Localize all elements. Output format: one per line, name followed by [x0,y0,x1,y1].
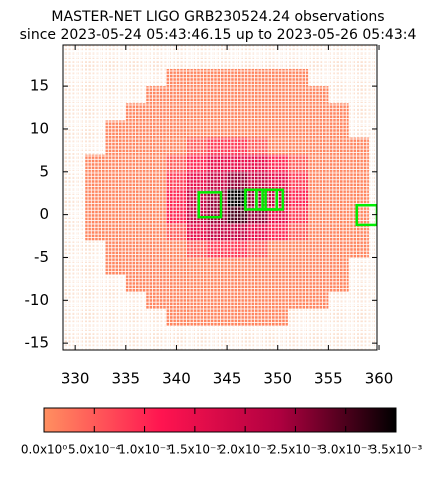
y-tick-label: -5 [34,248,49,266]
x-tick-label: 350 [263,370,292,388]
y-tick-label: 0 [39,205,49,223]
y-tick-label: -15 [25,334,50,352]
y-tick-label: 10 [30,119,49,137]
x-tick-label: 335 [111,370,140,388]
colorbar-tick-label: 3.5x10⁻³ [370,443,423,457]
x-tick-label: 330 [61,370,90,388]
fields [197,188,377,227]
colorbar-tick-label: 3.0x10⁻³ [319,443,372,457]
colorbar-frame [43,407,397,433]
field-box [355,203,377,227]
chart-title: MASTER-NET LIGO GRB230524.24 observation… [51,9,384,25]
y-tick-label: -10 [25,291,50,309]
colorbar-tick-label: 2.5x10⁻³ [269,443,322,457]
y-tick-label: 15 [30,77,49,95]
colorbar-tick-label: 2.0x10⁻³ [219,443,272,457]
colorbar-tick-label: 0.0x10⁰ [21,443,67,457]
field-box [197,191,223,219]
x-tick-label: 355 [314,370,343,388]
x-tick-label: 340 [162,370,191,388]
y-tick-label: 5 [39,162,49,180]
axes: 330 335 340 345 350 355 360 15 10 5 0 -5 -10 -15 [25,45,394,388]
plot-frame [62,44,378,351]
colorbar [44,408,396,432]
colorbar-tick-label: 5.0x10⁻⁴ [68,443,121,457]
chart-subtitle: since 2023-05-24 05:43:46.15 up to 2023-… [20,27,417,43]
colorbar-tick-label: 1.0x10⁻³ [118,443,171,457]
field-box [261,188,285,211]
colorbar-tick-label: 1.5x10⁻³ [169,443,222,457]
x-tick-label: 345 [213,370,242,388]
x-tick-label: 360 [365,370,394,388]
colorbar-axis: 0.0x10⁰ 5.0x10⁻⁴1.0x10⁻³1.5x10⁻³2.0x10⁻³2… [21,408,423,457]
